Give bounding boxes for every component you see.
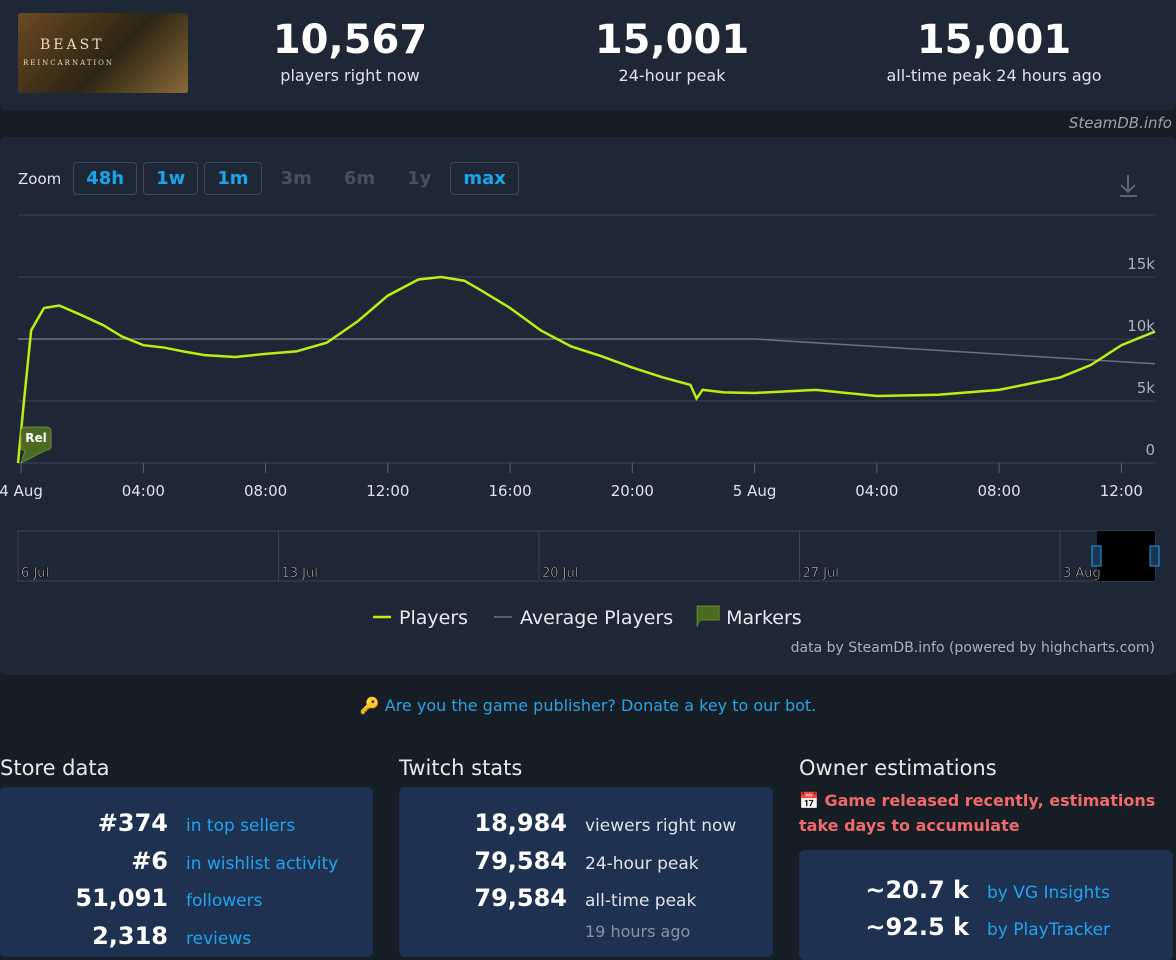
store-row: #6 in wishlist activity	[0, 847, 338, 875]
x-tick-label: 20:00	[611, 482, 654, 500]
publisher-link[interactable]: 🔑 Are you the game publisher? Donate a k…	[359, 696, 817, 715]
store-value: 2,318	[92, 922, 168, 950]
x-tick-label: 12:00	[1100, 482, 1143, 500]
zoom-button: 3m	[280, 168, 312, 189]
zoom-bar: Zoom 48h 1w 1m 3m 6m 1y max	[18, 162, 519, 195]
x-tick-label: 5 Aug	[733, 482, 777, 500]
zoom-button[interactable]: 1w	[143, 162, 199, 195]
section-title: Twitch stats	[399, 756, 523, 780]
chart-panel	[0, 137, 1176, 675]
series-line	[18, 338, 1156, 365]
stat: 15,001 all-time peak 24 hours ago	[844, 14, 1144, 85]
owners-row: ~92.5 k by PlayTracker	[799, 913, 1110, 941]
twitch-box: 18,984 viewers right now 79,584 24-hour pe…	[399, 787, 773, 957]
stat: 10,567 players right now	[200, 14, 500, 85]
navigator-label: 20 Jul	[542, 566, 578, 581]
logo-title: BEAST	[40, 37, 105, 53]
marker-flag	[20, 426, 52, 464]
store-value: #6	[131, 847, 168, 875]
owners-link[interactable]: by VG Insights	[987, 883, 1110, 903]
store-row: #374 in top sellers	[0, 809, 295, 837]
watermark: SteamDB.info	[1068, 114, 1172, 132]
twitch-label: all-time peak	[585, 891, 697, 911]
zoom-button[interactable]: 1m	[204, 162, 262, 195]
owners-row: ~20.7 k by VG Insights	[799, 876, 1110, 904]
stat: 15,001 24-hour peak	[522, 14, 822, 85]
stat-value: 15,001	[594, 17, 750, 63]
zoom-button: 6m	[343, 168, 376, 189]
warning: 📅 Game released recently, estimations ta…	[799, 791, 1156, 835]
x-tick-label: 4 Aug	[0, 482, 43, 500]
store-row: 51,091 followers	[0, 884, 262, 912]
x-tick-label: 04:00	[855, 482, 898, 500]
game-logo[interactable]: BEAST REINCARNATION	[18, 13, 188, 93]
zoom-button[interactable]: max	[450, 162, 519, 195]
section-title: Store data	[0, 756, 110, 780]
twitch-label: viewers right now	[585, 816, 737, 836]
x-tick-label: 12:00	[366, 482, 409, 500]
publisher-link-text[interactable]: Are you the game publisher? Donate a key…	[384, 696, 817, 715]
legend-label[interactable]: Average Players	[520, 607, 673, 629]
twitch-row: 79,584 all-time peak	[399, 884, 696, 912]
y-tick-label: 15k	[1127, 255, 1155, 273]
navigator-label: 3 Aug	[1063, 566, 1101, 581]
navigator-window[interactable]	[1097, 531, 1155, 581]
navigator-label: 6 Jul	[21, 566, 49, 581]
y-tick-label: 10k	[1127, 317, 1155, 335]
owners-box: ~20.7 k by VG Insights ~92.5 k by PlayTrac…	[799, 850, 1173, 960]
store-link[interactable]: followers	[186, 891, 263, 911]
owners-link[interactable]: by PlayTracker	[987, 920, 1111, 940]
x-tick-label: 16:00	[488, 482, 531, 500]
download-icon[interactable]	[1120, 175, 1137, 197]
owners-value: ~92.5 k	[865, 913, 969, 941]
store-link[interactable]: in wishlist activity	[186, 854, 339, 874]
navigator-label: 27 Jul	[803, 566, 839, 581]
store-value: #374	[97, 809, 168, 837]
owners-value: ~20.7 k	[865, 876, 969, 904]
x-tick-label: 08:00	[244, 482, 287, 500]
credits: data by SteamDB.info (powered by highcha…	[791, 640, 1155, 656]
navigator-handle[interactable]	[1149, 545, 1160, 567]
twitch-row: 79,584 24-hour peak	[399, 847, 699, 875]
legend-label[interactable]: Markers	[726, 607, 802, 629]
stat-label: 24-hour peak	[618, 66, 726, 85]
twitch-label: 24-hour peak	[585, 854, 699, 874]
stat-value: 10,567	[272, 17, 428, 63]
store-box: #374 in top sellers #6 in wishlist activit…	[0, 787, 373, 957]
store-row: 2,318 reviews	[0, 922, 251, 950]
section-title: Owner estimations	[799, 756, 997, 780]
legend-symbol	[696, 605, 720, 627]
store-link[interactable]: reviews	[186, 929, 252, 949]
zoom-label: Zoom	[18, 169, 62, 188]
warning-text: Game released recently, estimations take…	[799, 791, 1156, 835]
navigator-label: 13 Jul	[282, 566, 318, 581]
store-link[interactable]: in top sellers	[186, 816, 296, 836]
marker-label: Rel	[25, 431, 47, 445]
twitch-value: 18,984	[474, 809, 567, 837]
x-tick-label: 04:00	[122, 482, 165, 500]
stat-value: 15,001	[916, 17, 1072, 63]
logo-subtitle: REINCARNATION	[23, 59, 115, 67]
navigator	[17, 530, 1156, 582]
chart: 0 5k 10k 15k 4 Aug 04:00 08:00 12:00 16:00 20:00 5…	[0, 175, 1160, 656]
twitch-row: 18,984 viewers right now	[399, 809, 736, 837]
twitch-note: 19 hours ago	[585, 922, 691, 941]
stat-label: all-time peak 24 hours ago	[886, 66, 1102, 85]
zoom-button[interactable]: 48h	[73, 162, 138, 195]
y-tick-label: 5k	[1137, 379, 1156, 397]
x-tick-label: 08:00	[978, 482, 1021, 500]
series-line	[16, 275, 1156, 464]
legend-label[interactable]: Players	[399, 607, 468, 629]
twitch-value: 79,584	[474, 847, 567, 875]
zoom-button: 1y	[407, 168, 432, 189]
header	[0, 0, 1176, 110]
twitch-value: 79,584	[474, 884, 567, 912]
y-tick-label: 0	[1145, 441, 1155, 459]
stat-label: players right now	[280, 66, 420, 85]
store-value: 51,091	[75, 884, 168, 912]
navigator-handle[interactable]	[1091, 545, 1102, 567]
